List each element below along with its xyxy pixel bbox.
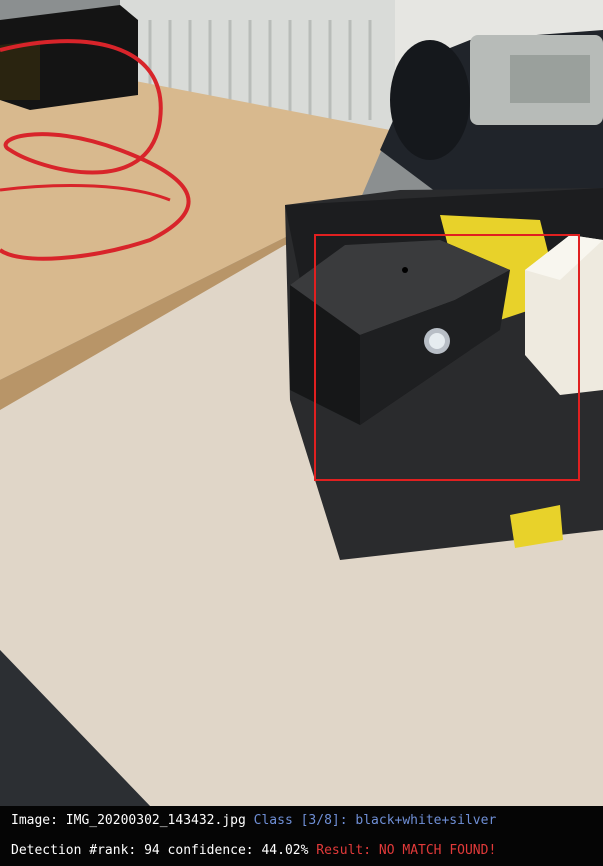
image-filename: IMG_20200302_143432.jpg [65, 813, 246, 828]
detection-bounding-box [314, 234, 580, 481]
class-label: Class [3/8]: [253, 813, 356, 828]
rank-value: 94 [144, 843, 160, 858]
info-line-image: Image: IMG_20200302_143432.jpg Class [3/… [11, 806, 496, 836]
detection-label: Detection #rank: [11, 843, 145, 858]
result-value: NO MATCH FOUND! [378, 843, 497, 858]
photo [0, 0, 603, 806]
image-label: Image: [11, 813, 66, 828]
info-line-detection: Detection #rank: 94 confidence: 44.02% R… [11, 836, 496, 866]
detection-info-bar: Image: IMG_20200302_143432.jpg Class [3/… [0, 806, 603, 866]
result-label: Result: [316, 843, 379, 858]
confidence-value: 44.02% [261, 843, 309, 858]
confidence-label: confidence: [159, 843, 262, 858]
class-value: black+white+silver [355, 813, 497, 828]
